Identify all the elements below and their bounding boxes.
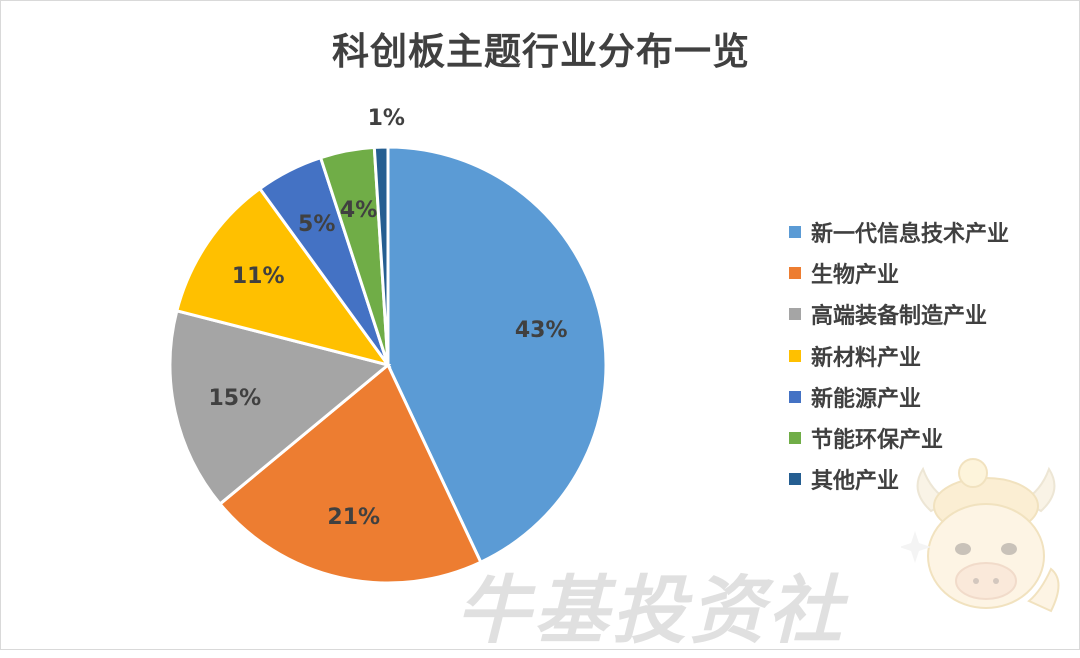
legend-label: 新一代信息技术产业 <box>811 221 1010 247</box>
legend-label: 节能环保产业 <box>811 428 944 454</box>
legend-item: 新一代信息技术产业 <box>789 211 1009 252</box>
data-label: 4% <box>340 198 377 223</box>
data-label: 15% <box>208 386 261 411</box>
legend-item: 生物产业 <box>789 252 1009 293</box>
legend-swatch <box>789 349 801 362</box>
pie-slice <box>217 362 483 585</box>
legend-label: 新能源产业 <box>811 386 922 412</box>
legend-swatch <box>789 266 801 279</box>
chart-title: 科创板主题行业分布一览 <box>332 30 750 73</box>
legend-swatch <box>789 432 801 445</box>
pie-slice <box>372 145 390 366</box>
legend-swatch <box>789 225 801 238</box>
legend-label: 生物产业 <box>811 262 900 288</box>
data-label: 21% <box>327 505 380 530</box>
watermark-text: 牛基投资社 <box>456 568 846 654</box>
pie-slice <box>175 186 392 368</box>
legend-item: 新材料产业 <box>789 335 1009 376</box>
chart-legend: 新一代信息技术产业 生物产业高端装备制造产业 新材料产业新能源产业节能环保产业 其他产… <box>789 211 1009 500</box>
legend-item: 节能环保产业 <box>789 417 1009 458</box>
legend-item: 高端装备制造产业 <box>789 294 1009 335</box>
legend-swatch <box>789 473 801 486</box>
legend-swatch <box>789 308 801 321</box>
data-label: 43% <box>515 318 568 343</box>
legend-item: 其他产业 <box>789 459 1009 500</box>
mascot-logo <box>901 458 1060 613</box>
data-label: 11% <box>232 264 285 289</box>
legend-label: 其他产业 <box>811 469 900 495</box>
data-label: 5% <box>298 212 335 237</box>
legend-item: 新能源产业 <box>789 376 1009 417</box>
data-label: 1% <box>368 106 405 131</box>
legend-label: 高端装备制造产业 <box>811 304 988 330</box>
pie-slice <box>168 308 392 507</box>
legend-label: 新材料产业 <box>811 345 922 371</box>
legend-swatch <box>789 390 801 403</box>
pie-slice <box>386 145 608 565</box>
